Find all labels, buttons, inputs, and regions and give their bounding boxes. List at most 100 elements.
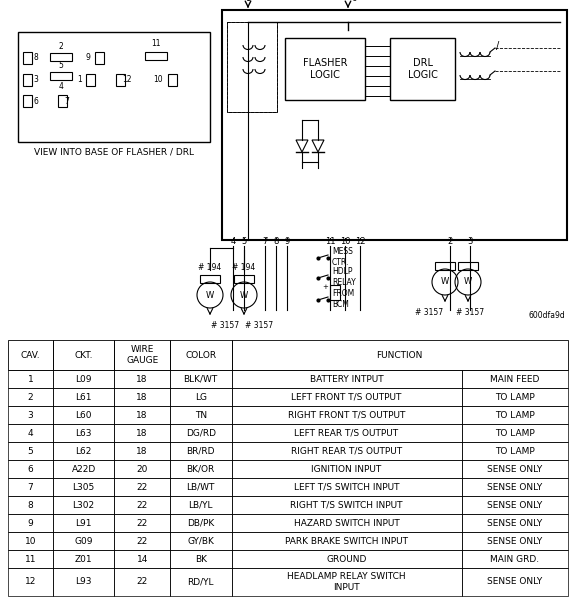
Bar [115,532,170,550]
Bar [53,442,115,460]
Bar [170,370,232,388]
Text: 22: 22 [137,577,148,586]
Text: 9: 9 [28,518,33,527]
Text: 4: 4 [230,238,236,247]
Text: 1: 1 [245,0,251,3]
Bar [8,388,53,406]
Bar [145,52,167,60]
Bar [461,406,568,424]
Bar [53,406,115,424]
Text: 10: 10 [340,238,350,247]
Bar [232,568,461,596]
Text: # 3157: # 3157 [415,308,443,317]
Text: 22: 22 [137,518,148,527]
Bar [232,340,568,370]
Text: WIRE
GAUGE: WIRE GAUGE [126,345,158,365]
Bar [461,370,568,388]
Bar [18,32,210,142]
Text: FROM
BCM: FROM BCM [332,289,354,309]
Text: TO LAMP: TO LAMP [495,446,535,456]
Text: RD/YL: RD/YL [187,577,214,586]
Text: 7: 7 [28,482,33,491]
Text: DB/PK: DB/PK [187,518,214,527]
Bar [168,74,177,86]
Bar [170,442,232,460]
Bar [232,532,461,550]
Text: 12: 12 [122,76,131,85]
Bar [170,514,232,532]
Text: A22D: A22D [71,465,96,474]
Bar [8,568,53,596]
Bar [461,550,568,568]
Text: L62: L62 [75,446,92,456]
Bar [8,496,53,514]
Text: 22: 22 [137,501,148,510]
Bar [170,340,232,370]
Text: L91: L91 [75,518,92,527]
Bar [115,424,170,442]
Text: TN: TN [195,410,207,420]
Bar [58,95,67,107]
Bar [232,550,461,568]
Bar [8,478,53,496]
Bar [53,532,115,550]
Text: FLASHER: FLASHER [303,58,347,68]
Text: 10: 10 [153,76,163,85]
Bar [232,388,461,406]
Text: 9: 9 [285,238,290,247]
Text: BK/OR: BK/OR [187,465,215,474]
Text: L93: L93 [75,577,92,586]
Text: SENSE ONLY: SENSE ONLY [487,537,543,546]
Text: W: W [464,278,472,286]
Bar [50,53,72,61]
Text: 22: 22 [137,537,148,546]
Text: 18: 18 [137,429,148,437]
Text: 14: 14 [137,555,148,563]
Text: 5: 5 [59,61,63,70]
Text: 8: 8 [274,238,279,247]
Text: /: / [497,41,499,51]
Bar [170,460,232,478]
Bar [170,568,232,596]
Bar [330,285,340,300]
Text: RIGHT REAR T/S OUTPUT: RIGHT REAR T/S OUTPUT [291,446,402,456]
Text: 8: 8 [33,54,38,63]
Text: 2: 2 [59,42,63,51]
Text: HDLP
RELAY: HDLP RELAY [332,267,356,287]
Text: BK: BK [195,555,207,563]
Text: SENSE ONLY: SENSE ONLY [487,465,543,474]
Bar [50,72,72,80]
Text: 4: 4 [28,429,33,437]
Bar [170,424,232,442]
Bar [8,340,53,370]
Bar [115,442,170,460]
Text: Z01: Z01 [75,555,92,563]
Text: 4: 4 [59,82,63,91]
Text: 12: 12 [25,577,36,586]
Text: TO LAMP: TO LAMP [495,429,535,437]
Text: # 3157: # 3157 [245,321,273,330]
Text: DG/RD: DG/RD [185,429,215,437]
Bar [53,388,115,406]
Bar [115,496,170,514]
Text: RIGHT FRONT T/S OUTPUT: RIGHT FRONT T/S OUTPUT [288,410,406,420]
Bar [53,478,115,496]
Text: 5: 5 [241,238,247,247]
Text: 18: 18 [137,446,148,456]
Bar [8,514,53,532]
Bar [227,22,277,112]
Text: L302: L302 [73,501,94,510]
Bar [461,424,568,442]
Text: +: + [322,284,328,290]
Text: 6: 6 [33,96,38,105]
Text: CAV.: CAV. [21,351,40,359]
Text: VIEW INTO BASE OF FLASHER / DRL: VIEW INTO BASE OF FLASHER / DRL [34,147,194,157]
Bar [23,95,32,107]
Text: LEFT REAR T/S OUTPUT: LEFT REAR T/S OUTPUT [294,429,399,437]
Text: LG: LG [195,392,207,401]
Text: 11: 11 [151,39,161,48]
Text: 3: 3 [467,238,473,247]
Text: LOGIC: LOGIC [408,70,437,80]
Text: COLOR: COLOR [185,351,216,359]
Text: FUNCTION: FUNCTION [377,351,423,359]
